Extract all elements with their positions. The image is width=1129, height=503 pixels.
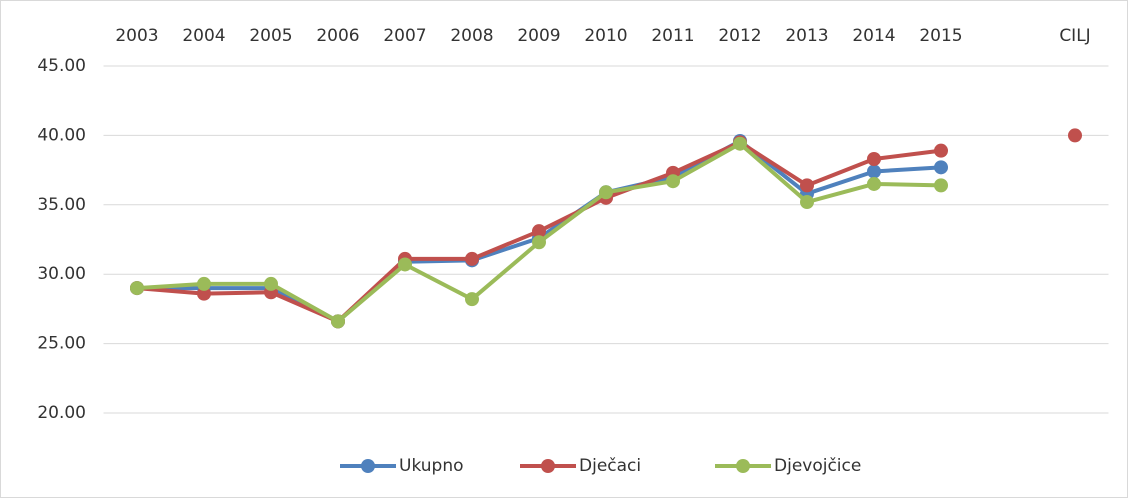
x-tick-label: 2015 <box>919 26 962 46</box>
legend-label: Ukupno <box>399 456 464 476</box>
point <box>331 314 345 329</box>
point <box>532 235 546 250</box>
point <box>867 176 881 191</box>
x-tick-label: 2004 <box>182 26 225 46</box>
point <box>934 160 948 175</box>
point <box>264 276 278 291</box>
legend-marker <box>541 459 555 473</box>
point <box>666 174 680 189</box>
x-tick-label: 2007 <box>383 26 426 46</box>
point <box>934 178 948 193</box>
y-tick-label: 45.00 <box>37 56 86 76</box>
point <box>599 185 613 200</box>
point <box>867 151 881 166</box>
x-tick-label: CILJ <box>1059 26 1090 46</box>
x-tick-label: 2013 <box>785 26 828 46</box>
y-tick-label: 20.00 <box>37 403 86 423</box>
point <box>733 136 747 151</box>
point <box>800 178 814 193</box>
x-tick-label: 2006 <box>316 26 359 46</box>
x-tick-label: 2003 <box>115 26 158 46</box>
x-tick-label: 2011 <box>651 26 694 46</box>
point <box>800 195 814 210</box>
x-tick-label: 2009 <box>517 26 560 46</box>
y-tick-label: 35.00 <box>37 195 86 215</box>
x-tick-label: 2012 <box>718 26 761 46</box>
point <box>532 224 546 239</box>
y-tick-label: 30.00 <box>37 264 86 284</box>
point <box>465 292 479 307</box>
point <box>867 164 881 179</box>
y-tick-label: 40.00 <box>37 125 86 145</box>
point <box>934 143 948 158</box>
point <box>1068 128 1082 143</box>
x-tick-label: 2005 <box>249 26 292 46</box>
point <box>465 251 479 266</box>
point <box>130 281 144 296</box>
legend-label: Djevojčice <box>774 456 861 476</box>
legend-label: Dječaci <box>579 456 641 476</box>
x-tick-label: 2010 <box>584 26 627 46</box>
point <box>197 276 211 291</box>
x-tick-label: 2014 <box>852 26 895 46</box>
legend-marker <box>361 459 375 473</box>
point <box>197 286 211 301</box>
point <box>398 257 412 272</box>
y-tick-label: 25.00 <box>37 334 86 354</box>
legend-marker <box>736 459 750 473</box>
x-tick-label: 2008 <box>450 26 493 46</box>
